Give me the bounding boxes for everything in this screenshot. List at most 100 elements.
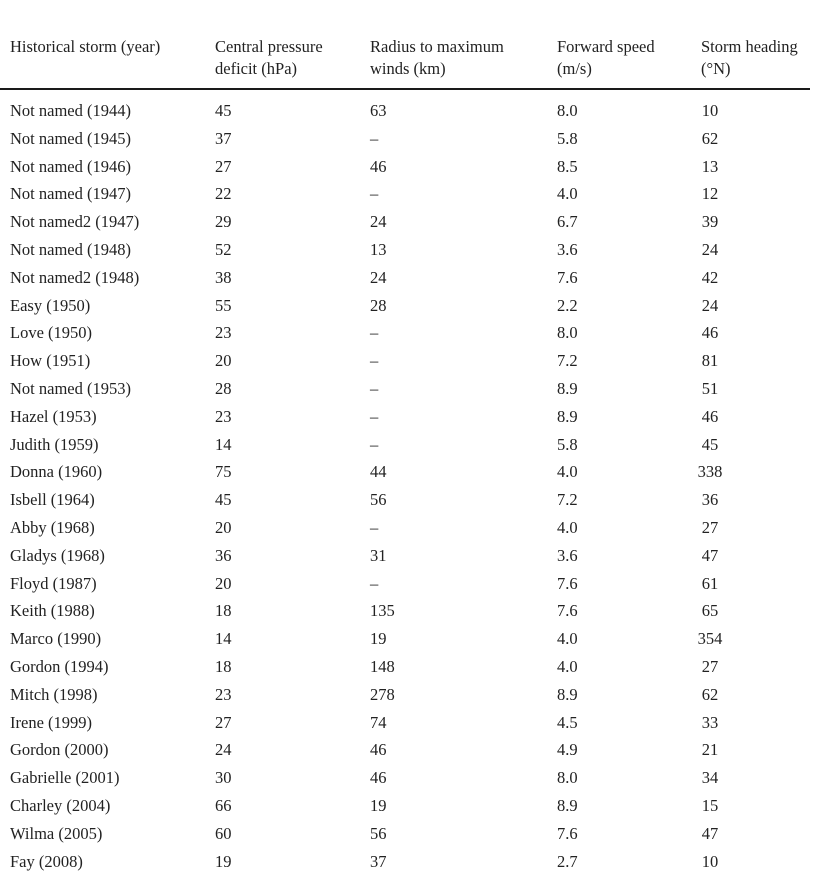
cell-pressure-deficit: 45: [215, 101, 232, 120]
cell-radius-max-winds: –: [370, 517, 379, 537]
cell-storm-heading: 61: [701, 573, 719, 593]
cell-forward-speed: 4.0: [557, 462, 578, 482]
cell-storm-heading: 27: [701, 517, 719, 537]
cell-radius-max-winds: –: [370, 128, 379, 148]
cell-radius-max-winds: 74: [370, 712, 387, 732]
cell-radius-max-winds: –: [370, 184, 379, 204]
table-row: Wilma (2005) 60 56 7.6 47: [0, 820, 820, 848]
cell-forward-speed: 7.6: [557, 823, 578, 843]
cell-radius-max-winds: 13: [370, 239, 387, 259]
cell-storm-name: Judith (1959): [10, 434, 99, 454]
cell-storm-name: Not named (1948): [10, 239, 131, 259]
cell-pressure-deficit: 20: [215, 573, 232, 593]
header-radius-max-winds: Radius to maximum winds (km): [370, 37, 504, 78]
cell-storm-name: Hazel (1953): [10, 406, 97, 426]
cell-pressure-deficit: 20: [215, 517, 232, 537]
table-row: Not named (1945) 37 – 5.8 62: [0, 125, 820, 153]
cell-radius-max-winds: –: [370, 351, 379, 371]
cell-radius-max-winds: –: [370, 573, 379, 593]
cell-forward-speed: 2.7: [557, 851, 578, 871]
cell-radius-max-winds: 19: [370, 795, 387, 815]
cell-storm-name: Easy (1950): [10, 295, 91, 315]
cell-storm-name: Gabrielle (2001): [10, 768, 120, 788]
cell-storm-name: Keith (1988): [10, 601, 95, 621]
cell-storm-heading: 354: [697, 629, 723, 649]
cell-pressure-deficit: 37: [215, 128, 232, 148]
cell-pressure-deficit: 14: [215, 434, 232, 454]
cell-pressure-deficit: 52: [215, 239, 232, 259]
cell-storm-name: Donna (1960): [10, 462, 103, 482]
cell-forward-speed: 7.6: [557, 601, 578, 621]
table-row: Gladys (1968) 36 31 3.6 47: [0, 542, 820, 570]
cell-forward-speed: 7.2: [557, 490, 578, 510]
cell-radius-max-winds: 135: [370, 601, 395, 621]
cell-radius-max-winds: –: [370, 378, 379, 398]
cell-forward-speed: 4.0: [557, 656, 578, 676]
cell-storm-heading: 10: [701, 101, 719, 120]
cell-forward-speed: 4.5: [557, 712, 578, 732]
cell-storm-name: Not named (1945): [10, 128, 131, 148]
cell-radius-max-winds: –: [370, 406, 379, 426]
cell-radius-max-winds: 46: [370, 768, 387, 788]
cell-pressure-deficit: 45: [215, 490, 232, 510]
cell-storm-heading: 39: [701, 212, 719, 232]
cell-storm-name: Floyd (1987): [10, 573, 97, 593]
cell-storm-name: Isbell (1964): [10, 490, 95, 510]
cell-pressure-deficit: 30: [215, 768, 232, 788]
table-row: Charley (2004) 66 19 8.9 15: [0, 792, 820, 820]
cell-storm-heading: 46: [701, 323, 719, 343]
cell-pressure-deficit: 27: [215, 156, 232, 176]
table-row: Judith (1959) 14 – 5.8 45: [0, 431, 820, 459]
cell-radius-max-winds: 28: [370, 295, 387, 315]
cell-storm-heading: 34: [701, 768, 719, 788]
cell-storm-heading: 47: [701, 545, 719, 565]
cell-forward-speed: 2.2: [557, 295, 578, 315]
cell-radius-max-winds: 24: [370, 267, 387, 287]
cell-pressure-deficit: 14: [215, 629, 232, 649]
cell-storm-name: Charley (2004): [10, 795, 111, 815]
cell-pressure-deficit: 36: [215, 545, 232, 565]
cell-forward-speed: 8.0: [557, 323, 578, 343]
cell-forward-speed: 8.9: [557, 406, 578, 426]
table-row: Gordon (2000) 24 46 4.9 21: [0, 736, 820, 764]
table-row: Irene (1999) 27 74 4.5 33: [0, 709, 820, 737]
table-row: Isbell (1964) 45 56 7.2 36: [0, 486, 820, 514]
cell-storm-name: Love (1950): [10, 323, 93, 343]
table-row: Floyd (1987) 20 – 7.6 61: [0, 570, 820, 598]
cell-storm-heading: 51: [701, 378, 719, 398]
cell-forward-speed: 3.6: [557, 239, 578, 259]
cell-forward-speed: 8.9: [557, 795, 578, 815]
cell-radius-max-winds: 148: [370, 656, 395, 676]
table-row: Not named (1947) 22 – 4.0 12: [0, 180, 820, 208]
cell-storm-name: Irene (1999): [10, 712, 93, 732]
cell-pressure-deficit: 18: [215, 601, 232, 621]
cell-forward-speed: 4.0: [557, 629, 578, 649]
cell-pressure-deficit: 23: [215, 406, 232, 426]
cell-pressure-deficit: 29: [215, 212, 232, 232]
cell-storm-heading: 62: [701, 684, 719, 704]
table-body: Not named (1944) 45 63 8.0 10 Not named (1945…: [0, 97, 820, 875]
header-historical-storm: Historical storm (year): [10, 37, 161, 56]
cell-radius-max-winds: 278: [370, 684, 395, 704]
table-row: Keith (1988) 18 135 7.6 65: [0, 597, 820, 625]
cell-storm-heading: 24: [701, 239, 719, 259]
cell-radius-max-winds: 46: [370, 740, 387, 760]
table-row: Not named (1944) 45 63 8.0 10: [0, 97, 820, 125]
cell-pressure-deficit: 23: [215, 323, 232, 343]
cell-radius-max-winds: –: [370, 323, 379, 343]
cell-radius-max-winds: 19: [370, 629, 387, 649]
cell-forward-speed: 8.9: [557, 378, 578, 398]
cell-radius-max-winds: 46: [370, 156, 387, 176]
cell-storm-heading: 46: [701, 406, 719, 426]
cell-forward-speed: 8.9: [557, 684, 578, 704]
cell-storm-heading: 13: [701, 156, 719, 176]
table-row: Donna (1960) 75 44 4.0 338: [0, 458, 820, 486]
cell-forward-speed: 6.7: [557, 212, 578, 232]
cell-storm-heading: 81: [701, 351, 719, 371]
cell-forward-speed: 5.8: [557, 434, 578, 454]
table-row: Gabrielle (2001) 30 46 8.0 34: [0, 764, 820, 792]
cell-forward-speed: 8.5: [557, 156, 578, 176]
cell-pressure-deficit: 60: [215, 823, 232, 843]
table-row: Not named (1948) 52 13 3.6 24: [0, 236, 820, 264]
cell-storm-heading: 12: [701, 184, 719, 204]
